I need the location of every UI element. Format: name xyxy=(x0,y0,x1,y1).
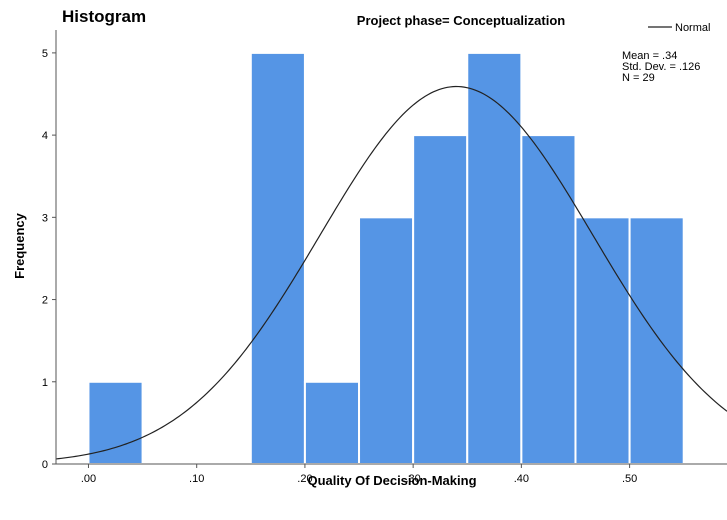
x-tick-label: .30 xyxy=(405,473,420,485)
normal-curve-layer xyxy=(55,85,727,460)
x-tick-label: .20 xyxy=(297,473,312,485)
y-axis-label: Frequency xyxy=(12,212,27,279)
histogram-bar xyxy=(412,134,469,465)
histogram-bar xyxy=(574,216,631,465)
histogram-bar xyxy=(249,51,306,466)
stat-mean: Mean = .34 xyxy=(622,50,677,62)
chart-title: Histogram xyxy=(62,7,146,26)
histogram-bar xyxy=(303,380,361,465)
bars-group xyxy=(87,51,685,466)
y-tick-label: 0 xyxy=(42,459,48,471)
stat-std-dev: Std. Dev. = .126 xyxy=(622,61,700,73)
x-tick-label: .10 xyxy=(189,473,204,485)
y-tick-label: 1 xyxy=(42,377,48,389)
histogram-bar xyxy=(628,216,685,465)
histogram-bar xyxy=(466,51,523,466)
stat-n: N = 29 xyxy=(622,72,655,84)
stats-box: Mean = .34 Std. Dev. = .126 N = 29 xyxy=(622,50,700,84)
normal-curve xyxy=(55,85,727,460)
x-tick-label: .40 xyxy=(514,473,529,485)
chart-subtitle: Project phase= Conceptualization xyxy=(357,13,565,28)
histogram-bar xyxy=(358,216,415,465)
histogram-bar xyxy=(520,134,577,465)
y-tick-label: 3 xyxy=(42,212,48,224)
y-tick-label: 4 xyxy=(42,130,48,142)
x-axis-label: Quality Of Decision-Making xyxy=(307,473,476,488)
x-tick-label: .50 xyxy=(622,473,637,485)
y-tick-label: 5 xyxy=(42,48,48,60)
x-tick-label: .00 xyxy=(81,473,96,485)
histogram-bar xyxy=(87,380,144,465)
legend: Normal xyxy=(648,22,710,34)
legend-label-normal: Normal xyxy=(675,22,710,34)
axes-group: 0 1 2 3 4 5 .00 .10 .20 .30 .40 .50 xyxy=(42,30,727,485)
y-tick-label: 2 xyxy=(42,295,48,307)
